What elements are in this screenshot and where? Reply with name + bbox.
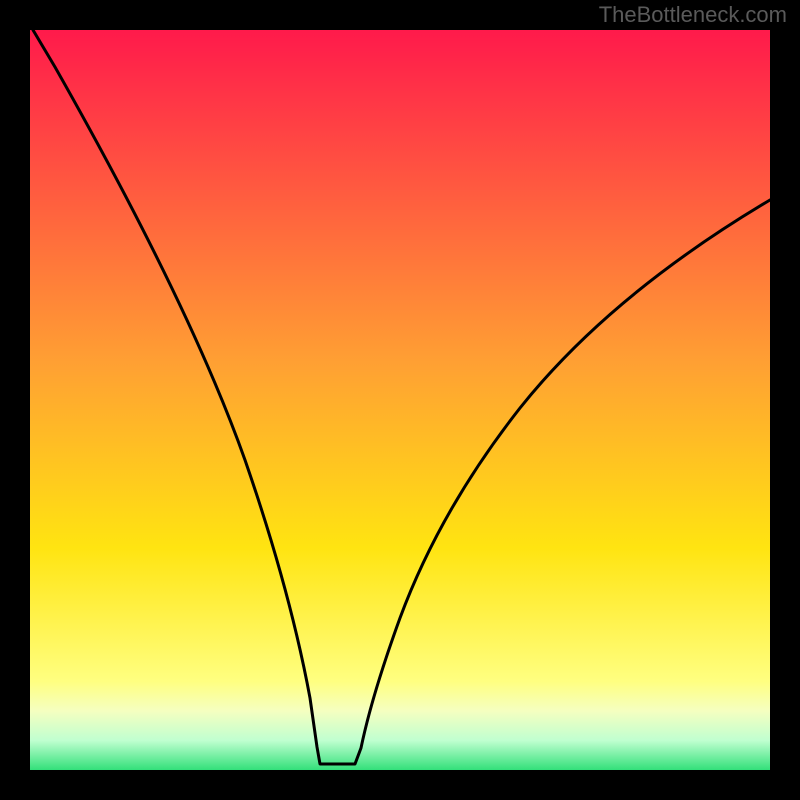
watermark-text: TheBottleneck.com — [599, 2, 787, 28]
chart-container: TheBottleneck.com — [0, 0, 800, 800]
gradient-plot-area — [30, 30, 770, 770]
